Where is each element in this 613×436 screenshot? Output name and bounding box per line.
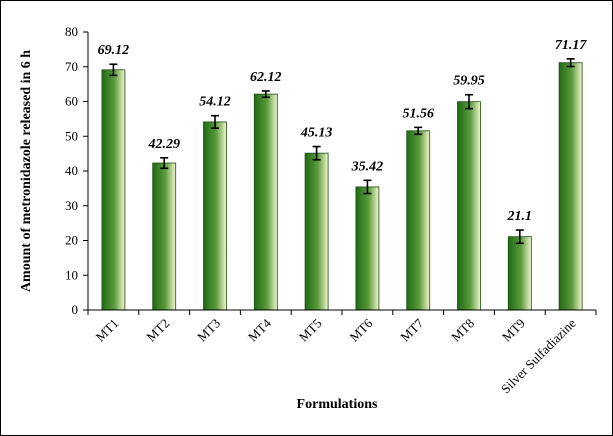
x-tick-label: MT1 xyxy=(93,316,122,345)
y-tick-label: 0 xyxy=(72,302,79,317)
data-label: 71.17 xyxy=(555,38,588,53)
x-axis-title: Formulations xyxy=(297,397,378,412)
y-tick-label: 10 xyxy=(65,267,78,282)
error-bars xyxy=(109,58,575,245)
y-tick-label: 80 xyxy=(65,24,78,39)
data-label: 69.12 xyxy=(98,43,130,58)
x-tick-label: MT6 xyxy=(347,315,376,344)
data-label: 54.12 xyxy=(199,95,231,110)
y-tick-label: 40 xyxy=(65,163,78,178)
data-label: 35.42 xyxy=(351,159,384,174)
data-labels: 69.12 42.29 54.12 62.12 45.13 35.42 51.56 59.95… xyxy=(98,38,588,224)
bar xyxy=(355,186,380,311)
x-tick-label: MT4 xyxy=(245,315,274,344)
bar xyxy=(304,152,329,311)
data-label: 51.56 xyxy=(402,106,434,121)
data-label: 59.95 xyxy=(453,74,485,89)
x-tick-label: MT2 xyxy=(143,316,172,345)
y-tick-label: 70 xyxy=(65,59,78,74)
data-label: 62.12 xyxy=(250,70,282,85)
x-tick-label: MT8 xyxy=(448,316,477,345)
data-label: 42.29 xyxy=(147,137,180,152)
x-tick-label: MT7 xyxy=(397,315,426,344)
bar xyxy=(457,101,481,311)
bar xyxy=(152,162,177,311)
bar xyxy=(406,130,431,311)
data-label: 45.13 xyxy=(300,126,333,141)
data-label: 21.1 xyxy=(507,209,533,224)
bar xyxy=(203,121,227,311)
y-axis-title: Amount of metronidazole released in 6 h xyxy=(19,50,34,292)
bar xyxy=(558,62,583,311)
x-tick-label: MT9 xyxy=(499,316,528,345)
bar xyxy=(507,236,532,311)
x-tick-label: MT5 xyxy=(296,316,325,345)
bar xyxy=(253,93,278,311)
y-tick-label: 60 xyxy=(65,94,78,109)
x-tick-label: MT3 xyxy=(194,316,223,345)
y-axis-ticks: 0 10 20 30 40 50 60 70 80 xyxy=(65,24,88,317)
y-tick-label: 20 xyxy=(65,233,78,248)
bars xyxy=(101,62,583,311)
y-tick-label: 30 xyxy=(65,198,78,213)
y-tick-label: 50 xyxy=(65,128,78,143)
bar xyxy=(101,69,126,311)
